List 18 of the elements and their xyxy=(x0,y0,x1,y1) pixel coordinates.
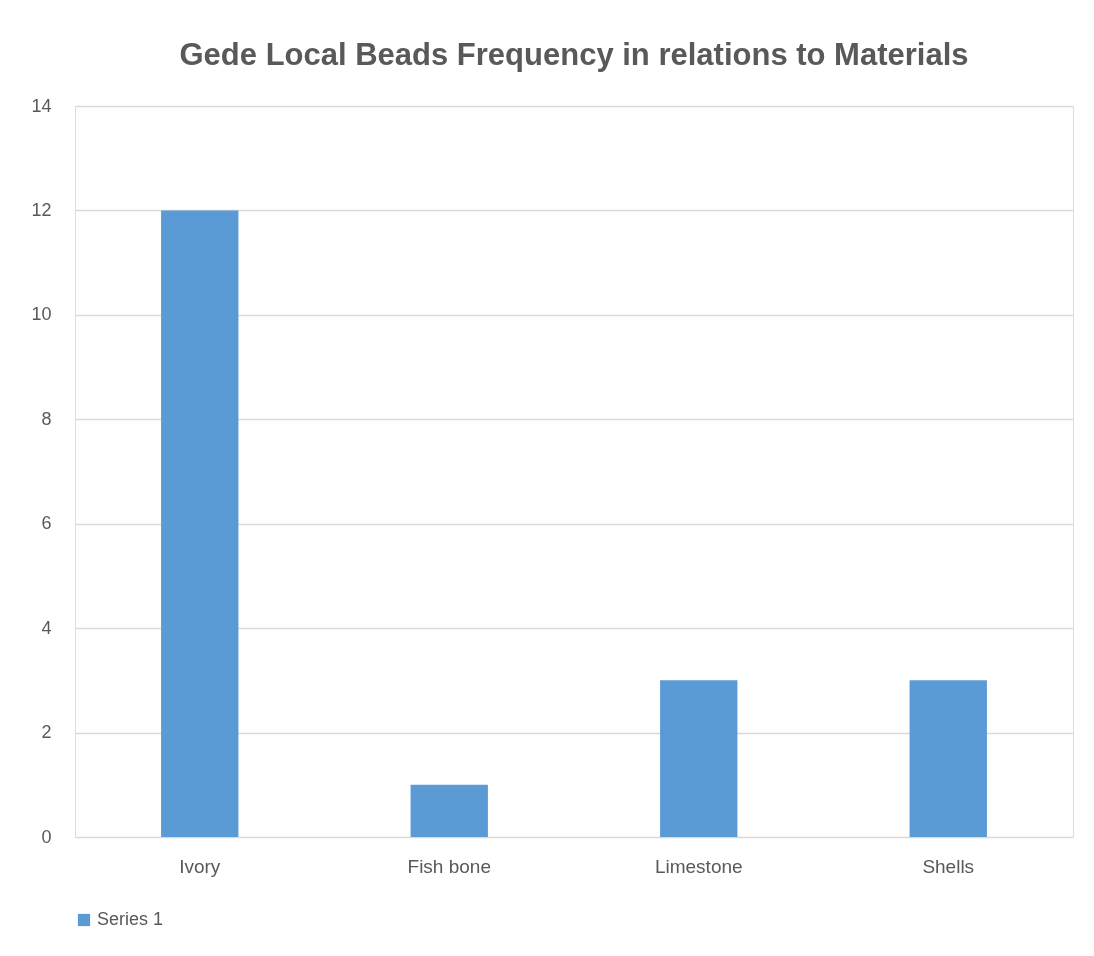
bar xyxy=(410,784,488,837)
y-tick-label: 14 xyxy=(31,95,52,116)
x-tick-label: Fish bone xyxy=(407,855,491,877)
y-tick-label: 2 xyxy=(41,722,52,743)
y-tick-label: 8 xyxy=(41,408,52,429)
x-tick-label: Limestone xyxy=(654,855,743,877)
bar xyxy=(909,680,987,837)
bar xyxy=(161,210,239,837)
x-tick-label: Ivory xyxy=(179,855,221,877)
y-tick-label: 4 xyxy=(41,617,52,638)
bar xyxy=(660,680,738,837)
y-tick-label: 10 xyxy=(31,304,52,325)
legend-label: Series 1 xyxy=(97,909,164,929)
y-tick-label: 0 xyxy=(41,826,52,847)
x-tick-label: Shells xyxy=(922,855,975,877)
y-tick-label: 6 xyxy=(41,513,52,534)
y-tick-label: 12 xyxy=(31,199,52,220)
chart-title: Gede Local Beads Frequency in relations to Materials xyxy=(179,37,969,72)
